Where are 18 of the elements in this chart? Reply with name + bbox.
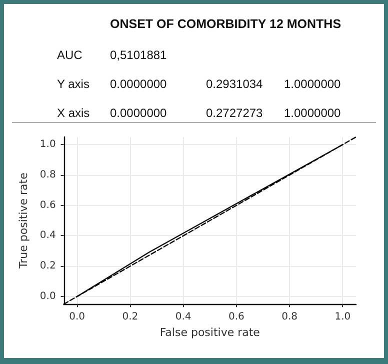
x-tick-label: 1.0	[334, 312, 351, 323]
y-tick-label: 0.6	[40, 200, 56, 211]
x-tick-label: 0.6	[228, 312, 244, 323]
x-tick-label: 0.0	[69, 312, 86, 323]
text: AUC 0,5101881	[57, 48, 167, 62]
y-tick-label: 0.4	[40, 230, 56, 242]
y-tick-label: 0.0	[40, 291, 56, 302]
text: X axis 0.0000000 0.2727273 1.0000000	[57, 106, 341, 120]
x-tick-label: 0.4	[175, 312, 192, 323]
y-tick-label: 0.2	[40, 260, 56, 272]
text: ONSET OF COMORBIDITY 12 MONTHS	[110, 17, 342, 31]
y-tick-label: 0.8	[40, 169, 56, 180]
x-tick-label: 0.8	[282, 312, 298, 323]
x-tick-label: 0.2	[122, 312, 138, 323]
text: Y axis 0.0000000 0.2931034 1.0000000	[57, 77, 341, 91]
y-tick-label: 1.0	[40, 139, 56, 150]
y-axis-title: True positive rate	[17, 172, 30, 270]
x-axis-title: False positive rate	[160, 326, 260, 339]
